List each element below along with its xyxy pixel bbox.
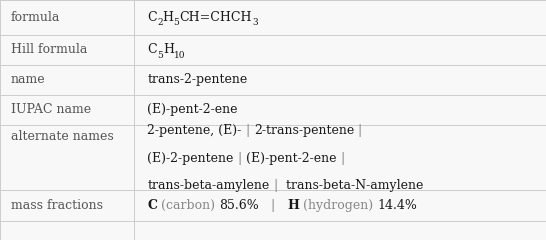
Text: 2: 2 [157, 18, 163, 27]
Text: |: | [336, 151, 349, 165]
Text: 10: 10 [174, 51, 186, 60]
Text: 5: 5 [157, 51, 163, 60]
Text: 2-trans-pentene: 2-trans-pentene [254, 124, 354, 137]
Text: C: C [147, 11, 157, 24]
Text: mass fractions: mass fractions [11, 199, 103, 212]
Text: formula: formula [11, 11, 60, 24]
Text: |: | [242, 124, 254, 137]
Text: 3: 3 [252, 18, 258, 27]
Text: trans-2-pentene: trans-2-pentene [147, 73, 248, 86]
Text: name: name [11, 73, 45, 86]
Text: Hill formula: Hill formula [11, 43, 87, 56]
Text: CH=CHCH: CH=CHCH [180, 11, 252, 24]
Text: H: H [163, 43, 174, 56]
Text: C: C [147, 199, 157, 212]
Text: |: | [270, 179, 282, 192]
Text: (hydrogen): (hydrogen) [299, 199, 377, 212]
Text: H: H [163, 11, 174, 24]
Text: 85.6%: 85.6% [219, 199, 259, 212]
Text: IUPAC name: IUPAC name [11, 103, 91, 116]
Text: (E)-2-pentene: (E)-2-pentene [147, 151, 234, 165]
Text: |: | [234, 151, 246, 165]
Text: 5: 5 [174, 18, 180, 27]
Text: alternate names: alternate names [11, 130, 114, 143]
Text: 2-pentene, (E)-: 2-pentene, (E)- [147, 124, 242, 137]
Text: trans-beta-amylene: trans-beta-amylene [147, 179, 270, 192]
Text: |: | [354, 124, 366, 137]
Text: (E)-pent-2-ene: (E)-pent-2-ene [246, 151, 336, 165]
Text: 14.4%: 14.4% [377, 199, 417, 212]
Text: H: H [287, 199, 299, 212]
Text: C: C [147, 43, 157, 56]
Text: (carbon): (carbon) [157, 199, 219, 212]
Text: trans-beta-N-amylene: trans-beta-N-amylene [282, 179, 423, 192]
Text: (E)-pent-2-ene: (E)-pent-2-ene [147, 103, 238, 116]
Text: |: | [259, 199, 287, 212]
